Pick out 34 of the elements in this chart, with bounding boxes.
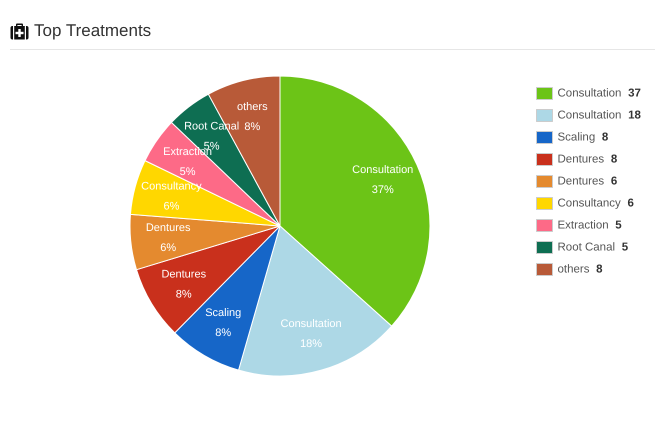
legend-label: Consultation: [558, 110, 622, 122]
legend-label: Extraction: [558, 220, 609, 232]
data-label: 8: [596, 264, 604, 276]
data-label: 5: [615, 220, 622, 232]
data-label: 8: [610, 154, 618, 166]
slice-label: Consultancy: [141, 180, 202, 193]
text: 37%: [372, 184, 394, 196]
text: 6%: [160, 242, 176, 254]
text: 8%: [215, 327, 232, 340]
slice-label: Dentures: [161, 268, 207, 280]
slice-label: Scaling: [205, 307, 242, 320]
slice-label: Consultation: [352, 164, 414, 176]
legend-label: others: [558, 264, 590, 276]
text: 8%: [176, 288, 192, 300]
data-label: 6: [627, 198, 634, 210]
text: 5%: [180, 166, 196, 178]
text: 8%: [244, 120, 260, 133]
slice-label: Consultation: [280, 318, 342, 330]
legend-label: Dentures: [558, 154, 604, 166]
legend-label: Consultation: [558, 88, 622, 100]
data-label: 5: [622, 242, 629, 254]
legend-label: Root Canal: [558, 242, 616, 254]
legend-label: Dentures: [558, 176, 604, 188]
chart-title: Top Treatments: [34, 20, 152, 42]
text: 18%: [300, 338, 322, 350]
slice-label: others: [237, 100, 268, 113]
slice-label: Dentures: [146, 222, 191, 234]
text: 6%: [163, 200, 180, 213]
data-label: 18: [628, 110, 642, 122]
data-label: 37: [628, 88, 641, 100]
legend-label: Consultancy: [558, 198, 622, 210]
data-label: 6: [610, 176, 618, 188]
legend-label: Scaling: [558, 132, 596, 144]
data-label: 8: [602, 132, 609, 144]
